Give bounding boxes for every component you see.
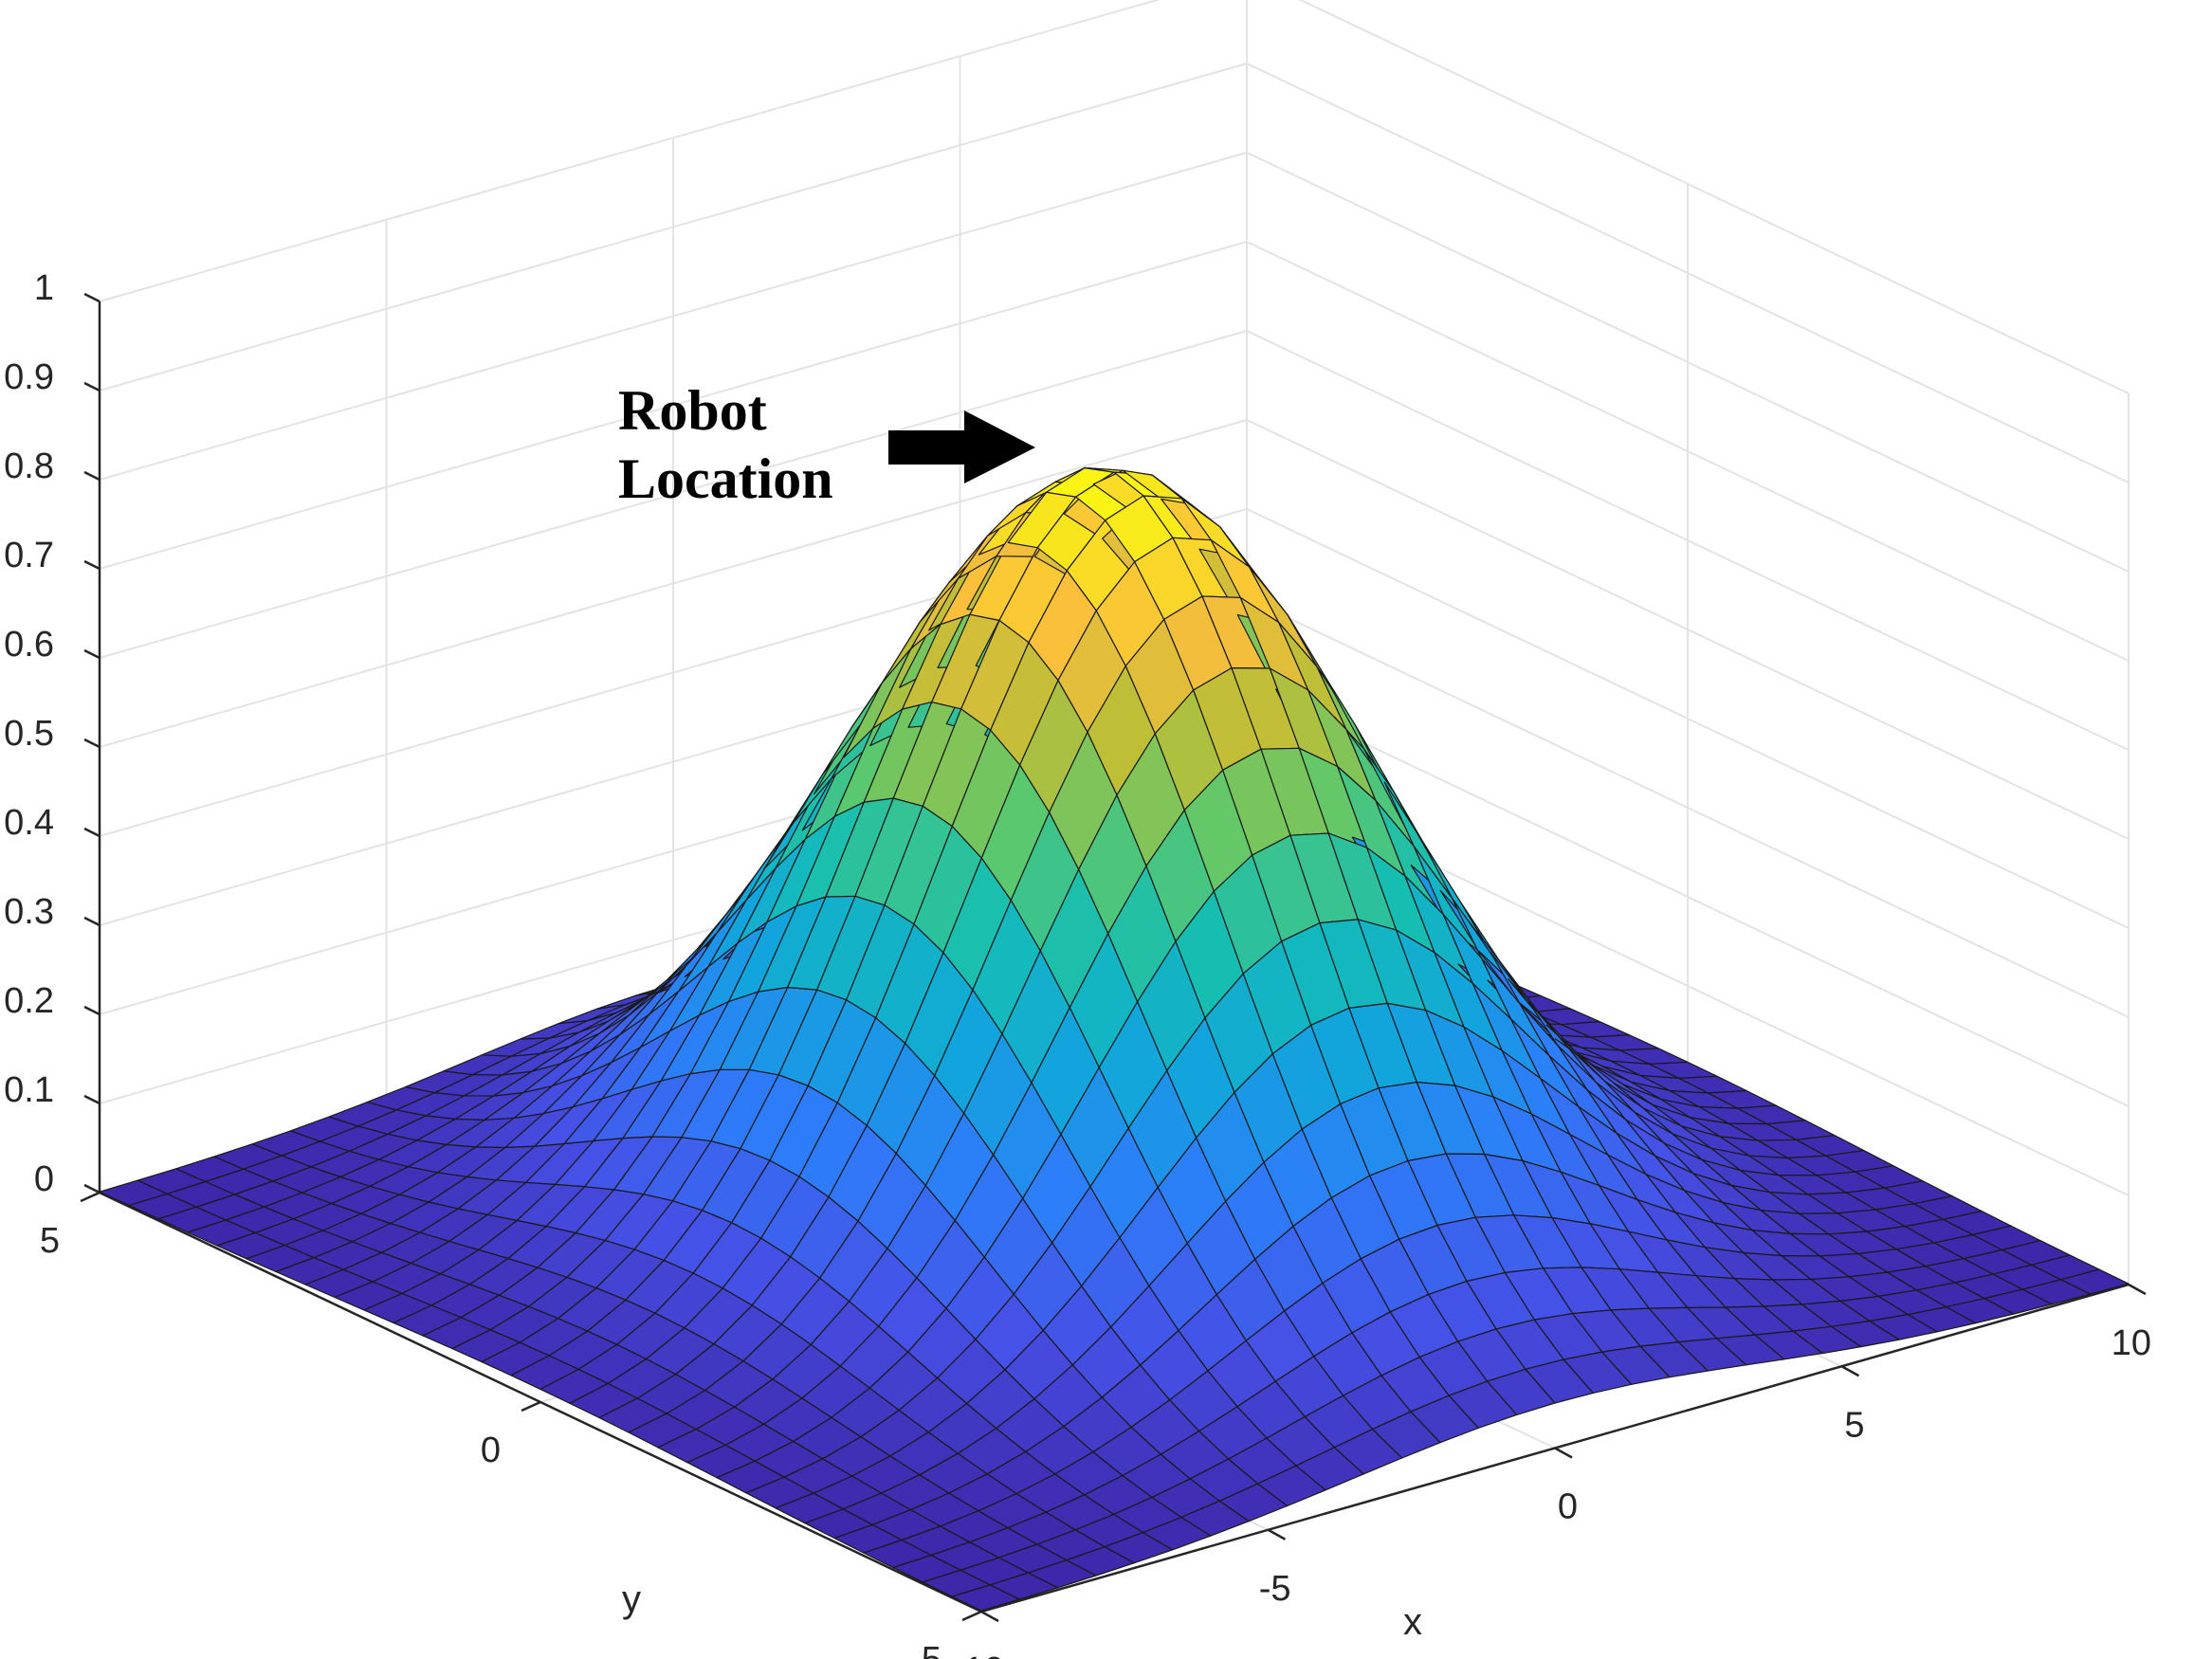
arrow-icon: [888, 410, 1035, 483]
z-tick-label-6: 0.6: [4, 625, 54, 665]
z-tickmark-9: [83, 381, 101, 392]
x-tick-label-2: 0: [1558, 1487, 1578, 1527]
x-tickmark-4: [2128, 1283, 2147, 1296]
z-tick-label-7: 0.7: [4, 536, 54, 575]
z-tickmark-10: [83, 292, 101, 303]
annotation-line-1: Robot: [618, 379, 767, 442]
z-tickmark-6: [83, 648, 101, 660]
tick-labels: 0 0.1 0.2 0.3 0.4 0.5 0.6 0.7 0.8 0.9 1 -10 -5 0 5 10 -5…: [4, 268, 2151, 1659]
y-tick-label-2: 5: [40, 1221, 60, 1261]
z-tickmark-8: [83, 470, 101, 482]
z-tick-label-4: 0.4: [4, 803, 54, 843]
y-tick-label-1: 0: [481, 1431, 501, 1470]
z-tick-label-10: 1: [34, 268, 54, 308]
z-tick-label-8: 0.8: [4, 447, 54, 486]
x-tickmark-2: [1554, 1447, 1573, 1459]
y-tickmark-1: [521, 1400, 541, 1413]
z-gridline-9: [99, 62, 2130, 483]
z-tickmark-5: [83, 738, 101, 749]
z-tick-label-1: 0.1: [4, 1070, 54, 1110]
x-tick-label-3: 5: [1844, 1405, 1864, 1445]
robot-location-annotation: Robot Location: [618, 379, 1035, 510]
x-tickmark-3: [1840, 1365, 1860, 1377]
z-tickmark-1: [83, 1094, 101, 1105]
axes-layer: [80, 292, 2147, 1623]
z-tickmark-0: [83, 1183, 101, 1194]
z-tickmark-7: [83, 559, 101, 571]
z-tick-label-2: 0.2: [4, 981, 54, 1021]
annotation-line-2: Location: [618, 447, 833, 510]
y-tickmark-0: [961, 1610, 982, 1622]
y-tick-label-0: -5: [909, 1640, 941, 1659]
z-tick-label-9: 0.9: [4, 357, 54, 397]
y-tickmark-2: [80, 1191, 101, 1203]
z-tick-label-3: 0.3: [4, 892, 54, 932]
x-tickmark-1: [1267, 1528, 1287, 1540]
z-gridline-10: [99, 0, 2130, 394]
x-tick-label-1: -5: [1259, 1569, 1291, 1609]
z-tick-label-0: 0: [34, 1159, 54, 1199]
x-axis-label: x: [1403, 1601, 1422, 1643]
surface-face-29-0: [2060, 1268, 2130, 1295]
z-tickmark-4: [83, 827, 101, 838]
x-tick-label-4: 10: [2111, 1323, 2151, 1363]
z-tick-label-5: 0.5: [4, 714, 54, 754]
z-tickmark-3: [83, 916, 101, 927]
x-tickmark-0: [980, 1610, 999, 1623]
y-axis-label: y: [622, 1578, 641, 1620]
surface-mesh: [99, 466, 2130, 1612]
x-tick-label-0: -10: [952, 1650, 1004, 1659]
z-tickmark-2: [83, 1005, 101, 1016]
